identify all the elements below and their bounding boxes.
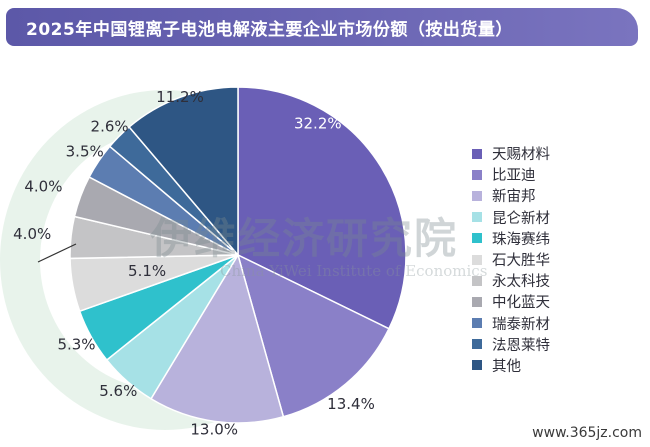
slice-label-1: 32.2% bbox=[294, 114, 342, 132]
slice-label-5: 5.3% bbox=[57, 335, 95, 353]
legend-label: 新宙邦 bbox=[492, 189, 536, 206]
pie-slice-1 bbox=[237, 86, 407, 330]
pie-slice-3 bbox=[150, 253, 285, 424]
watermark-main: 伊维经济研究院 bbox=[150, 214, 459, 263]
legend-item: 天赐材料 bbox=[472, 143, 550, 164]
slice-label-7: 4.0% bbox=[13, 225, 51, 243]
legend-swatch bbox=[472, 233, 482, 244]
slice-label-8: 4.0% bbox=[24, 177, 62, 195]
legend-swatch bbox=[472, 148, 482, 159]
watermark-sub: China YiWei Institute of Economics bbox=[220, 262, 488, 280]
chart-title-bar: 2025年中国锂离子电池电解液主要企业市场份额（按出货量） bbox=[6, 8, 638, 46]
legend-item: 法恩莱特 bbox=[472, 334, 550, 355]
label-leader-line bbox=[37, 243, 77, 263]
legend-label: 比亚迪 bbox=[492, 168, 536, 185]
slice-label-3: 13.0% bbox=[190, 420, 238, 438]
legend-item: 新宙邦 bbox=[472, 185, 550, 206]
legend-swatch bbox=[472, 339, 482, 350]
legend-swatch bbox=[472, 169, 482, 180]
legend-swatch bbox=[472, 360, 482, 371]
slice-label-2: 13.4% bbox=[327, 395, 375, 413]
legend-swatch bbox=[472, 212, 482, 223]
legend-label: 天赐材料 bbox=[492, 147, 550, 164]
slice-label-6: 5.1% bbox=[128, 262, 166, 280]
legend-label: 法恩莱特 bbox=[492, 337, 550, 354]
legend-swatch bbox=[472, 254, 482, 265]
legend-item: 其他 bbox=[472, 355, 550, 376]
legend-item: 比亚迪 bbox=[472, 164, 550, 185]
legend-label: 昆仑新材 bbox=[492, 210, 550, 227]
chart-title: 2025年中国锂离子电池电解液主要企业市场份额（按出货量） bbox=[26, 19, 513, 40]
footer-site: www.365jz.com bbox=[532, 425, 642, 441]
pie-slice-11 bbox=[128, 86, 239, 258]
pie-slice-2 bbox=[236, 253, 390, 418]
legend-label: 瑞泰新材 bbox=[492, 316, 550, 333]
legend-label: 其他 bbox=[492, 358, 521, 375]
legend-item: 瑞泰新材 bbox=[472, 313, 550, 334]
legend-label: 中化蓝天 bbox=[492, 295, 550, 312]
chart-legend: 天赐材料比亚迪新宙邦昆仑新材珠海赛纬石大胜华永太科技中化蓝天瑞泰新材法恩莱特其他 bbox=[472, 143, 550, 376]
legend-swatch bbox=[472, 296, 482, 307]
slice-label-4: 5.6% bbox=[99, 382, 137, 400]
legend-item: 中化蓝天 bbox=[472, 291, 550, 312]
legend-item: 珠海赛纬 bbox=[472, 228, 550, 249]
slice-label-11: 11.2% bbox=[156, 88, 204, 106]
legend-label: 永太科技 bbox=[492, 274, 550, 291]
slice-label-10: 2.6% bbox=[91, 117, 129, 135]
legend-swatch bbox=[472, 318, 482, 329]
legend-label: 石大胜华 bbox=[492, 253, 550, 270]
legend-swatch bbox=[472, 275, 482, 286]
legend-item: 昆仑新材 bbox=[472, 207, 550, 228]
legend-label: 珠海赛纬 bbox=[492, 231, 550, 248]
legend-swatch bbox=[472, 190, 482, 201]
slice-label-9: 3.5% bbox=[66, 142, 104, 160]
legend-item: 石大胜华 bbox=[472, 249, 550, 270]
watermark: 伊维经济研究院 China YiWei Institute of Economi… bbox=[150, 205, 487, 280]
legend-item: 永太科技 bbox=[472, 270, 550, 291]
